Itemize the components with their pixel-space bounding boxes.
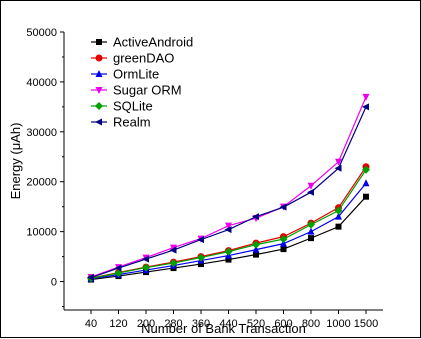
y-tick-label: 20000 (26, 177, 57, 189)
legend-label: ActiveAndroid (113, 35, 193, 50)
legend-item: Sugar ORM (91, 83, 182, 98)
y-tick-label: 40000 (26, 77, 57, 89)
legend-label: OrmLite (113, 67, 159, 82)
x-tick-label: 280 (164, 318, 182, 330)
data-point (197, 236, 204, 244)
legend-item: Realm (91, 115, 151, 130)
x-tick-label: 360 (192, 318, 210, 330)
data-point (335, 212, 342, 220)
data-point (252, 245, 260, 253)
y-axis-title: Energy (μAh) (8, 123, 23, 200)
legend-label: SQLite (113, 99, 153, 114)
data-point (114, 264, 122, 272)
y-tick-label: 30000 (26, 127, 57, 139)
data-point (225, 256, 232, 263)
ticks: 0 10000 20000 30000 40000 50000 40 120 200 280 360… (26, 27, 378, 330)
x-tick-label: 120 (109, 318, 127, 330)
x-tick-label: 520 (247, 318, 265, 330)
x-axis-title: Number of Bank Transaction (141, 321, 306, 336)
series-line (90, 196, 367, 281)
data-point (362, 93, 370, 101)
legend-label: Realm (113, 115, 151, 130)
data-point (362, 165, 370, 174)
legend-label: greenDAO (113, 51, 174, 66)
data-point (335, 223, 342, 230)
data-point (252, 240, 260, 249)
data-point (362, 179, 370, 187)
data-point (307, 188, 314, 196)
data-point (280, 246, 287, 253)
x-tick-label: 440 (219, 318, 237, 330)
series-activeandroid (88, 193, 369, 283)
data-point (363, 193, 369, 200)
data-point (279, 235, 288, 244)
series-group (87, 93, 370, 283)
x-tick-label: 40 (85, 318, 97, 330)
data-point (169, 246, 177, 254)
data-point (334, 206, 343, 215)
legend-marker (95, 118, 102, 126)
data-point (197, 253, 205, 262)
legend-marker (95, 54, 103, 62)
x-tick-label: 800 (302, 318, 320, 330)
data-point (224, 247, 233, 256)
x-tick-label: 1500 (354, 318, 378, 330)
data-point (308, 235, 314, 242)
data-point (198, 261, 204, 268)
data-point (334, 164, 342, 172)
legend-item: SQLite (91, 99, 153, 114)
legend-marker (95, 70, 103, 77)
x-tick-label: 1000 (326, 318, 350, 330)
legend-marker (96, 39, 102, 45)
x-tick-label: 200 (137, 318, 155, 330)
legend-item: OrmLite (91, 67, 159, 82)
series-sqlite (87, 165, 370, 283)
legend-item: greenDAO (91, 51, 174, 66)
data-point (142, 255, 149, 263)
legend-label: Sugar ORM (113, 83, 182, 98)
data-point (307, 227, 315, 235)
y-tick-label: 0 (51, 277, 57, 289)
axes (63, 32, 383, 311)
legend-marker (95, 87, 103, 94)
y-tick-label: 10000 (26, 227, 57, 239)
legend-marker (95, 102, 103, 110)
data-point (307, 220, 315, 229)
data-point (279, 203, 287, 211)
data-point (307, 182, 315, 190)
data-point (335, 158, 342, 166)
data-point (253, 251, 259, 258)
data-point (362, 103, 369, 111)
data-point (169, 259, 178, 268)
data-point (142, 263, 150, 272)
data-point (224, 226, 232, 234)
data-point (252, 213, 259, 221)
data-point (225, 222, 232, 230)
data-point (87, 274, 94, 282)
y-tick-label: 50000 (26, 27, 57, 39)
series-realm (87, 103, 369, 282)
legend-item: ActiveAndroid (91, 35, 193, 50)
x-tick-label: 600 (274, 318, 292, 330)
